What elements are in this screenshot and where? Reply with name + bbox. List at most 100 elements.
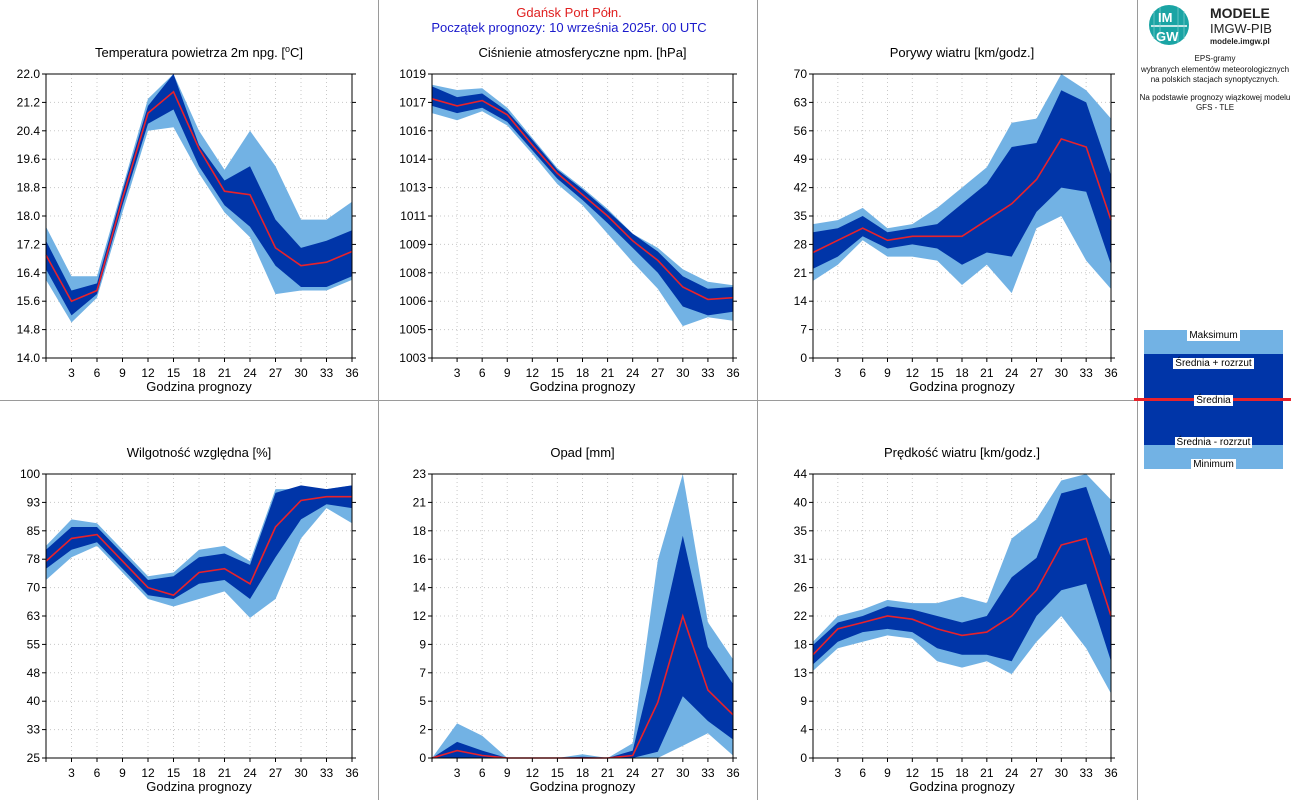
y-tick-label: 1003 bbox=[399, 351, 426, 365]
y-tick-label: 1008 bbox=[399, 266, 426, 280]
x-axis-label: Godzina prognozy bbox=[146, 779, 252, 794]
x-tick-label: 24 bbox=[1005, 766, 1019, 780]
x-tick-label: 3 bbox=[68, 766, 75, 780]
chart-title: Opad [mm] bbox=[550, 445, 614, 460]
mean-line bbox=[812, 137, 1112, 254]
x-tick-label: 30 bbox=[1055, 366, 1069, 380]
x-tick-label: 15 bbox=[551, 766, 565, 780]
x-tick-label: 33 bbox=[701, 366, 715, 380]
legend-mean-minus-label: Średnia - rozrzut bbox=[1174, 437, 1253, 448]
x-tick-label: 9 bbox=[884, 366, 891, 380]
y-tick-label: 25 bbox=[27, 751, 41, 765]
inner-band bbox=[46, 74, 352, 316]
legend-min-label: Minimum bbox=[1191, 459, 1236, 470]
logo-letters-bottom: GW bbox=[1156, 29, 1179, 44]
y-tick-label: 63 bbox=[794, 95, 808, 109]
y-tick-label: 31 bbox=[794, 552, 808, 566]
x-tick-label: 9 bbox=[119, 366, 126, 380]
y-tick-label: 13 bbox=[794, 666, 808, 680]
x-tick-label: 6 bbox=[859, 366, 866, 380]
x-tick-label: 21 bbox=[601, 766, 615, 780]
legend-mean-plus-label: Średnia + rozrzut bbox=[1173, 358, 1254, 369]
chart-panel: 1003 1005 1006 1008 1009 1011 1013 1014 1016 1017… bbox=[399, 45, 740, 394]
x-tick-label: 18 bbox=[576, 366, 590, 380]
mean-line bbox=[431, 98, 734, 301]
y-tick-label: 5 bbox=[419, 694, 426, 708]
logo-line1: MODELE bbox=[1210, 5, 1270, 21]
y-tick-label: 19.6 bbox=[17, 152, 41, 166]
x-tick-label: 6 bbox=[479, 366, 486, 380]
y-tick-label: 55 bbox=[27, 637, 41, 651]
x-tick-label: 27 bbox=[651, 366, 665, 380]
chart-title: Wilgotność względna [%] bbox=[127, 445, 272, 460]
y-tick-label: 70 bbox=[27, 581, 41, 595]
y-tick-label: 100 bbox=[20, 467, 40, 481]
y-tick-label: 4 bbox=[800, 723, 807, 737]
x-tick-label: 30 bbox=[1055, 766, 1069, 780]
y-tick-label: 1011 bbox=[400, 209, 426, 223]
side-info: EPS-gramy wybranych elementów meteorolog… bbox=[1130, 54, 1291, 114]
y-tick-label: 23 bbox=[413, 467, 427, 481]
x-tick-label: 21 bbox=[601, 366, 615, 380]
x-tick-label: 24 bbox=[243, 366, 257, 380]
y-tick-label: 44 bbox=[794, 467, 808, 481]
y-tick-label: 18 bbox=[413, 524, 427, 538]
x-tick-label: 15 bbox=[551, 366, 565, 380]
logo-icon: IM GW MODELE IMGW-PIB modele.imgw.pl bbox=[1149, 5, 1272, 46]
x-tick-label: 33 bbox=[320, 766, 334, 780]
x-tick-label: 18 bbox=[955, 366, 969, 380]
y-tick-label: 0 bbox=[800, 751, 807, 765]
y-tick-label: 49 bbox=[794, 152, 808, 166]
y-tick-label: 1017 bbox=[399, 95, 426, 109]
x-tick-label: 18 bbox=[955, 766, 969, 780]
y-tick-label: 1006 bbox=[399, 294, 426, 308]
y-tick-label: 42 bbox=[794, 181, 808, 195]
x-tick-label: 6 bbox=[94, 766, 101, 780]
imgw-logo: IM GW MODELE IMGW-PIB modele.imgw.pl bbox=[1146, 3, 1286, 56]
x-tick-label: 27 bbox=[269, 766, 283, 780]
mean-line bbox=[812, 537, 1112, 656]
y-tick-label: 35 bbox=[794, 524, 808, 538]
y-tick-label: 21 bbox=[794, 266, 808, 280]
y-tick-label: 20.4 bbox=[17, 124, 41, 138]
x-tick-label: 21 bbox=[980, 366, 994, 380]
location-title: Gdańsk Port Półn. bbox=[516, 5, 622, 20]
x-tick-label: 3 bbox=[834, 766, 841, 780]
inner-band bbox=[813, 486, 1111, 665]
y-tick-label: 7 bbox=[800, 323, 807, 337]
x-tick-label: 36 bbox=[726, 366, 740, 380]
x-tick-label: 36 bbox=[726, 766, 740, 780]
x-tick-label: 3 bbox=[454, 366, 461, 380]
y-tick-label: 1013 bbox=[399, 181, 426, 195]
x-tick-label: 12 bbox=[526, 366, 540, 380]
y-tick-label: 12 bbox=[413, 609, 427, 623]
mean-line bbox=[45, 90, 353, 303]
panel-divider bbox=[0, 400, 1291, 401]
x-tick-label: 18 bbox=[192, 766, 206, 780]
y-tick-label: 35 bbox=[794, 209, 808, 223]
x-tick-label: 12 bbox=[906, 366, 920, 380]
x-tick-label: 6 bbox=[859, 766, 866, 780]
x-tick-label: 3 bbox=[454, 766, 461, 780]
x-tick-label: 24 bbox=[1005, 366, 1019, 380]
y-tick-label: 15.6 bbox=[17, 294, 41, 308]
x-tick-label: 12 bbox=[906, 766, 920, 780]
x-tick-label: 3 bbox=[68, 366, 75, 380]
x-tick-label: 15 bbox=[167, 766, 181, 780]
x-tick-label: 18 bbox=[192, 366, 206, 380]
x-tick-label: 33 bbox=[1079, 766, 1093, 780]
x-tick-label: 27 bbox=[1030, 366, 1044, 380]
side-info-line: na polskich stacjach synoptycznych. bbox=[1150, 75, 1280, 84]
y-tick-label: 1005 bbox=[399, 323, 426, 337]
outer-band bbox=[813, 474, 1111, 694]
x-tick-label: 12 bbox=[526, 766, 540, 780]
y-tick-label: 18 bbox=[794, 637, 808, 651]
x-tick-label: 12 bbox=[141, 366, 155, 380]
y-tick-label: 16.4 bbox=[17, 266, 41, 280]
inner-band bbox=[432, 86, 733, 316]
x-tick-label: 24 bbox=[626, 366, 640, 380]
inner-band bbox=[813, 90, 1111, 269]
x-tick-label: 33 bbox=[701, 766, 715, 780]
